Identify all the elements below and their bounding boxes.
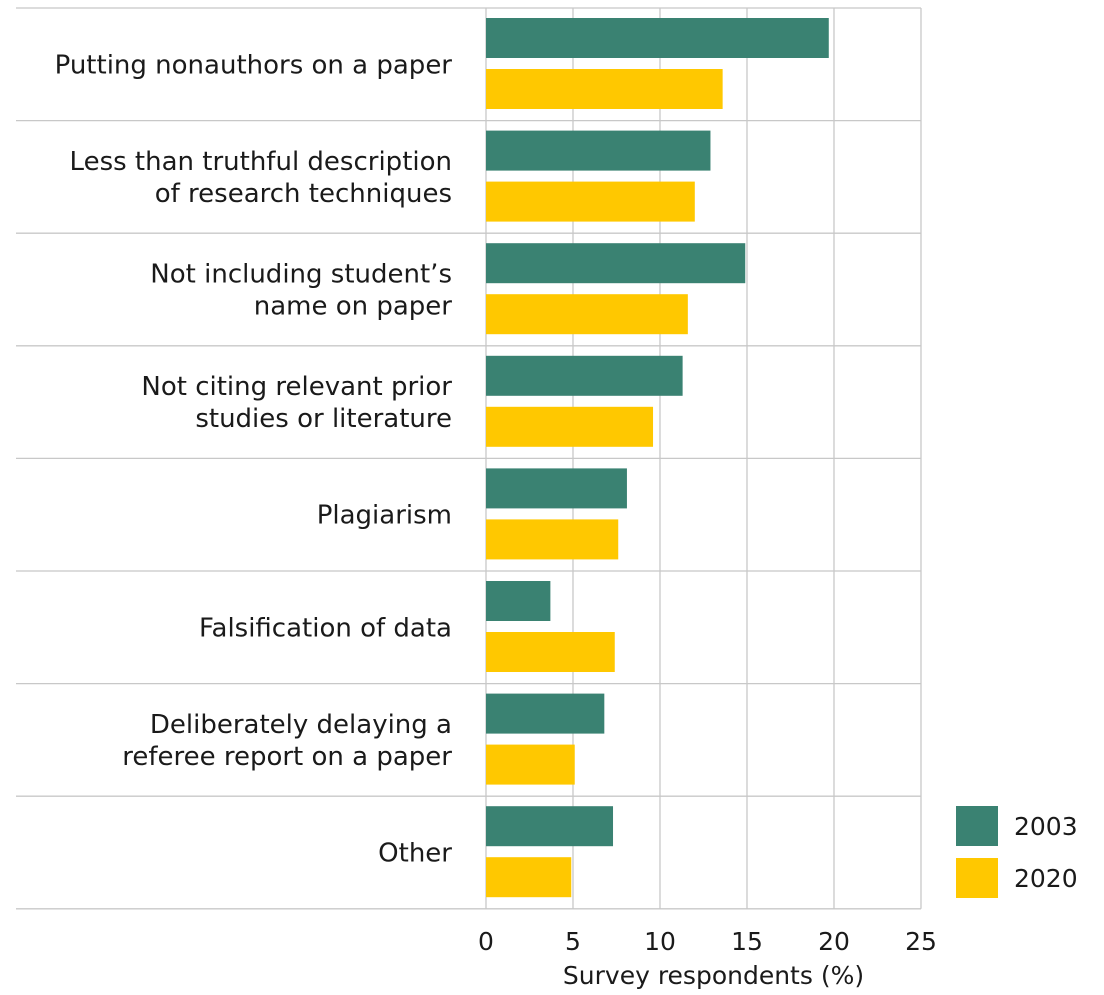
bar-2003-3	[486, 355, 683, 396]
category-label: Putting nonauthors on a paper	[55, 50, 453, 80]
category-label: Deliberately delaying a referee report on…	[122, 710, 452, 772]
bar-2020-4	[486, 519, 619, 560]
x-tick-label: 25	[905, 927, 937, 956]
category-label: Not including student’s name on paper	[150, 260, 452, 322]
bar-2003-7	[486, 806, 614, 847]
x-axis-ticks: 0 5 10 15 20 25	[478, 927, 937, 956]
category-label: Falsification of data	[199, 613, 452, 643]
category-label: Not citing relevant prior studies or lite…	[141, 372, 452, 434]
category-labels: Putting nonauthors on a paper Less than t…	[55, 50, 453, 868]
x-tick-label: 15	[731, 927, 763, 956]
bar-2003-0	[486, 18, 829, 58]
bar-2020-6	[486, 744, 575, 785]
bar-2020-0	[486, 69, 723, 109]
bars	[486, 18, 829, 898]
bar-2020-5	[486, 632, 615, 672]
bar-2020-7	[486, 857, 572, 898]
category-label: Less than truthful description of researc…	[70, 147, 452, 209]
x-tick-label: 5	[565, 927, 581, 956]
bar-2003-4	[486, 468, 627, 509]
x-axis-title: Survey respondents (%)	[563, 961, 864, 990]
bar-2003-2	[486, 243, 746, 284]
bar-2003-6	[486, 693, 605, 734]
legend-swatch-2020	[956, 858, 998, 898]
category-label: Other	[378, 839, 452, 869]
x-tick-label: 20	[818, 927, 850, 956]
category-label: Plagiarism	[317, 501, 452, 531]
bar-2020-3	[486, 406, 654, 447]
bar-2020-2	[486, 294, 688, 335]
gridlines	[16, 7, 922, 910]
legend-swatch-2003	[956, 806, 998, 846]
legend-label-2020: 2020	[1014, 864, 1078, 893]
legend-label-2003: 2003	[1014, 812, 1078, 841]
x-tick-label: 0	[478, 927, 494, 956]
bar-2020-1	[486, 181, 695, 222]
bar-2003-5	[486, 581, 551, 621]
legend: 2003 2020	[956, 806, 1078, 898]
bar-2003-1	[486, 130, 711, 171]
x-tick-label: 10	[644, 927, 676, 956]
